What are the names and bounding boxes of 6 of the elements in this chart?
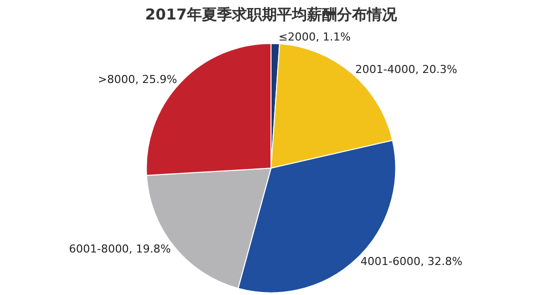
slice-label: ≤2000, 1.1% — [278, 30, 351, 44]
slice-label: 6001-8000, 19.8% — [68, 242, 171, 256]
slice-label: >8000, 25.9% — [98, 73, 178, 86]
chart-title: 2017年夏季求职期平均薪酬分布情况 — [145, 5, 398, 24]
slice-label: 4001-6000, 32.8% — [360, 255, 462, 268]
slice-label: 2001-4000, 20.3% — [355, 63, 458, 76]
